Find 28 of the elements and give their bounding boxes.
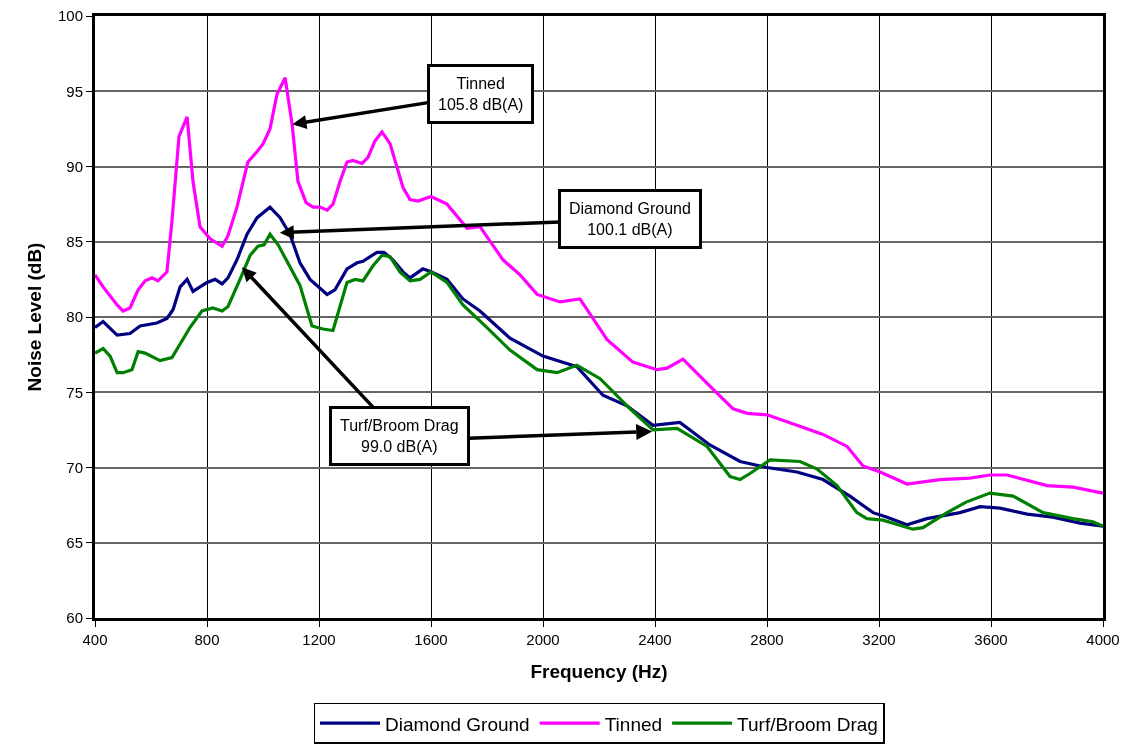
x-tick-label: 800 — [194, 631, 220, 648]
y-tick-label: 100 — [57, 7, 83, 25]
x-tick-label: 3200 — [862, 631, 896, 648]
x-tick-label: 2400 — [638, 631, 672, 648]
x-tick-label: 1600 — [414, 631, 448, 648]
legend-label: Turf/Broom Drag — [737, 713, 878, 735]
legend-label: Diamond Ground — [385, 713, 530, 735]
x-axis-title: Frequency (Hz) — [530, 660, 668, 682]
y-tick-label: 65 — [66, 534, 83, 551]
x-tick-label: 4000 — [1086, 631, 1120, 648]
x-tick-label: 400 — [82, 631, 108, 648]
y-tick-label: 95 — [66, 82, 83, 100]
annotation: Turf/Broom Drag 99.0 dB(A) — [340, 417, 459, 455]
annotation: Diamond Ground 100.1 dB(A) — [569, 200, 691, 238]
x-tick-label: 2800 — [750, 631, 784, 648]
y-tick-label: 90 — [66, 157, 83, 175]
y-tick-label: 85 — [66, 233, 83, 250]
x-tick-label: 3600 — [974, 631, 1008, 648]
y-axis-title: Noise Level (dB) — [23, 242, 45, 392]
x-tick-label: 1200 — [302, 631, 336, 648]
line-series — [95, 76, 1103, 495]
y-tick-label: 60 — [66, 609, 83, 627]
x-tick-label: 2000 — [526, 631, 560, 648]
y-tick-label: 80 — [66, 308, 83, 326]
annotation: Tinned 105.8 dB(A) — [438, 75, 524, 113]
y-tick-label: 70 — [66, 458, 83, 476]
legend-label: Tinned — [604, 713, 663, 735]
y-tick-label: 75 — [66, 383, 83, 401]
